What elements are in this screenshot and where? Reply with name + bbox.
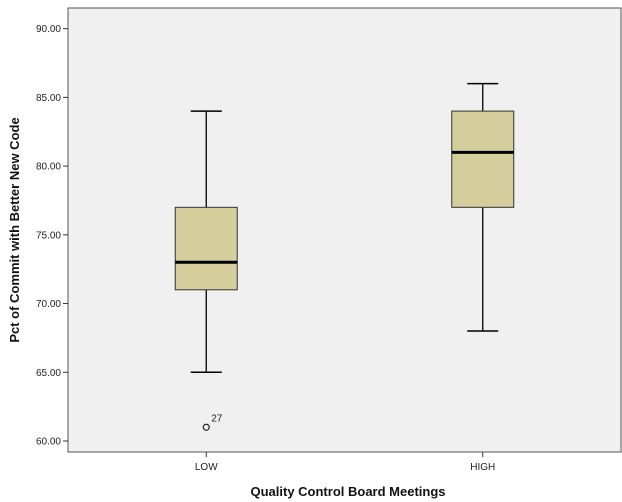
y-tick-label: 60.00 [36,437,61,448]
plot-area [67,7,622,453]
y-tick-label: 70.00 [36,299,61,310]
x-axis-title: Quality Control Board Meetings [250,484,445,499]
box-low: 27 [174,110,238,431]
outlier-label: 27 [211,413,223,424]
y-tick-label: 85.00 [36,93,61,104]
box-high [451,82,515,332]
x-tick-label: HIGH [470,462,495,473]
y-tick-label: 90.00 [36,24,61,35]
y-axis-title: Pct of Commit with Better New Code [7,117,22,342]
iqr-box [174,206,238,291]
x-axis: LOW HIGH [195,452,495,473]
iqr-box [451,110,515,208]
y-tick-label: 75.00 [36,230,61,241]
y-tick-label: 65.00 [36,368,61,379]
y-axis: 60.00 65.00 70.00 75.00 80.00 85.00 90.00 [36,24,68,448]
boxes: 27 [174,82,515,431]
y-tick-label: 80.00 [36,162,61,173]
x-tick-label: LOW [195,462,218,473]
outlier-point [202,423,210,431]
